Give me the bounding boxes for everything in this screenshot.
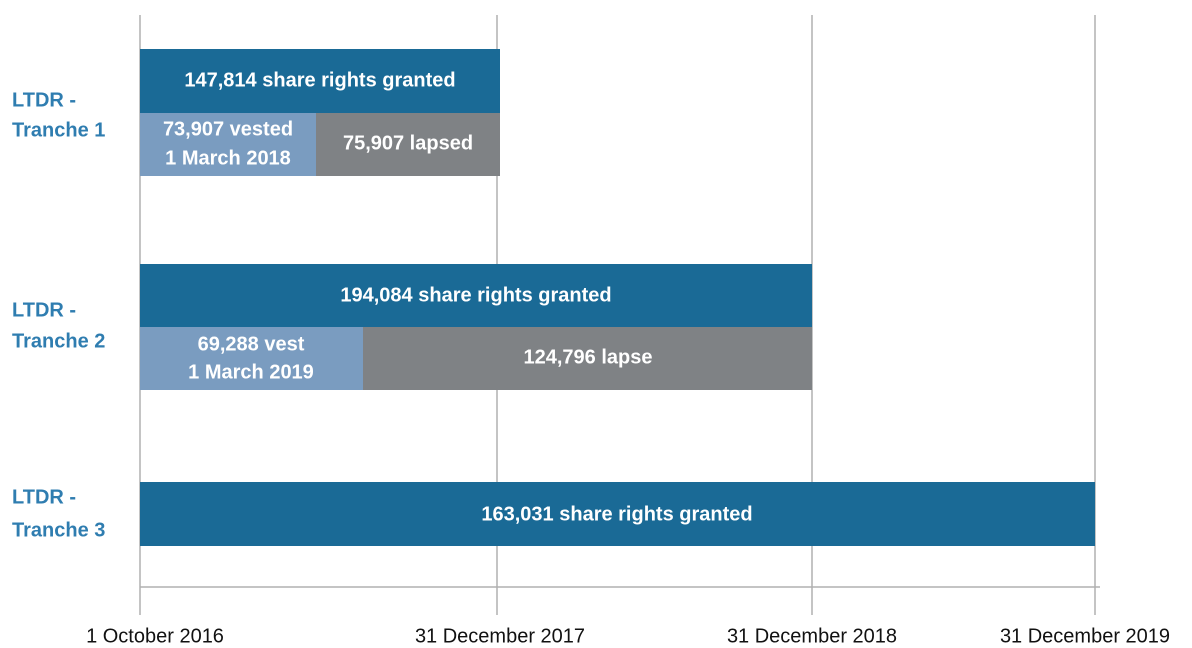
granted-text: 163,031 share rights granted [481,503,752,525]
granted-bar [140,482,1095,546]
vested-text: 1 March 2019 [188,361,314,383]
lapsed-bar [316,113,500,176]
lapsed-text: 75,907 lapsed [343,132,473,154]
axis-label: 31 December 2019 [1000,625,1170,647]
tranche-label: Tranche 3 [12,519,105,541]
granted-bar [140,264,812,327]
axis-label: 31 December 2018 [727,625,897,647]
vested-text: 73,907 vested [163,118,293,140]
lapsed-bar [363,327,812,390]
vested-text: 1 March 2018 [165,147,291,169]
tranche-label: LTDR - [12,89,76,111]
vested-text: 69,288 vest [198,333,305,355]
tranche-label: Tranche 1 [12,119,105,141]
tranche-label: Tranche 2 [12,330,105,352]
vested-bar [140,113,316,176]
granted-text: 147,814 share rights granted [184,69,455,91]
tranche-label: LTDR - [12,486,76,508]
vested-bar [140,327,363,390]
axis-label: 1 October 2016 [86,625,224,647]
granted-text: 194,084 share rights granted [340,284,611,306]
granted-bar [140,49,500,113]
lapsed-text: 124,796 lapse [524,346,653,368]
axis-label: 31 December 2017 [415,625,585,647]
tranche-label: LTDR - [12,299,76,321]
